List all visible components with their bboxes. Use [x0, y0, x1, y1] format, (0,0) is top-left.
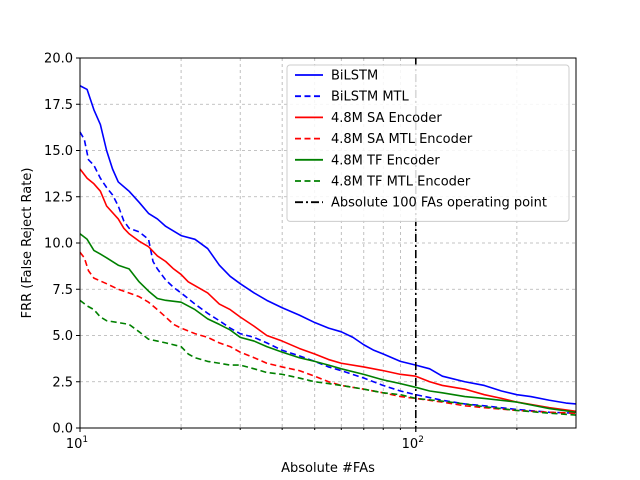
- series-line-3: [79, 168, 577, 413]
- series-lines: [79, 85, 577, 416]
- legend-label: BiLSTM MTL: [331, 90, 409, 105]
- y-tick-label: 12.5: [44, 190, 73, 205]
- series-line-4: [79, 251, 577, 414]
- legend-label: Absolute 100 FAs operating point: [331, 196, 547, 211]
- series-line-2: [79, 131, 577, 414]
- x-tick-label: 102: [402, 435, 424, 452]
- series-line-6: [79, 299, 577, 416]
- y-tick-label: 5.0: [52, 329, 73, 344]
- series-line-5: [79, 233, 577, 414]
- legend-label: 4.8M TF MTL Encoder: [331, 175, 471, 190]
- y-tick-label: 15.0: [44, 144, 73, 159]
- x-axis-title: Absolute #FAs: [281, 461, 375, 476]
- series-line-1: [79, 85, 577, 405]
- legend-label: 4.8M SA MTL Encoder: [331, 132, 473, 147]
- legend-label: 4.8M TF Encoder: [331, 153, 440, 168]
- y-axis-title: FRR (False Reject Rate): [20, 168, 35, 319]
- legend-label: 4.8M SA Encoder: [331, 111, 442, 126]
- y-tick-label: 7.5: [52, 283, 73, 298]
- ticks: 0.0 2.5 5.0 7.5 10.0 12.5 15.0 17.5 20.0 101 102: [44, 52, 518, 452]
- legend: BiLSTM BiLSTM MTL 4.8M SA Encoder 4.8M SA M…: [286, 64, 570, 222]
- legend-label: BiLSTM: [331, 69, 378, 84]
- y-tick-label: 0.0: [52, 422, 73, 437]
- y-tick-label: 17.5: [44, 98, 73, 113]
- y-tick-label: 2.5: [52, 375, 73, 390]
- y-tick-label: 20.0: [44, 52, 73, 67]
- y-tick-label: 10.0: [44, 237, 73, 252]
- x-tick-label: 101: [66, 435, 88, 452]
- legend-box: [286, 64, 570, 222]
